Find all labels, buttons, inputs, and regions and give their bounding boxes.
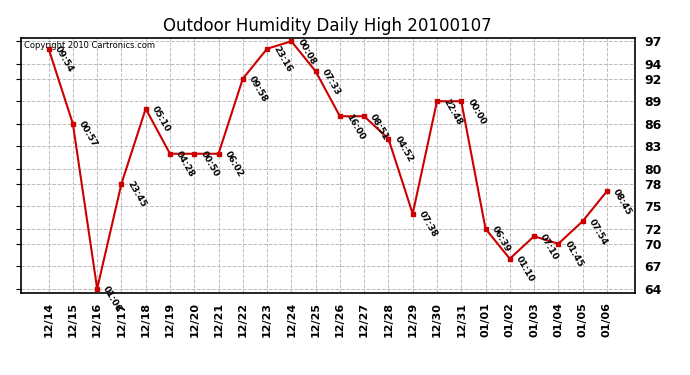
Text: 00:57: 00:57 xyxy=(77,120,99,149)
Text: 08:51: 08:51 xyxy=(368,112,391,141)
Text: 09:54: 09:54 xyxy=(52,45,75,74)
Text: 06:02: 06:02 xyxy=(223,150,245,178)
Text: 01:45: 01:45 xyxy=(562,240,584,269)
Text: 07:54: 07:54 xyxy=(586,217,609,246)
Text: 00:00: 00:00 xyxy=(466,97,487,126)
Text: 23:45: 23:45 xyxy=(126,180,148,209)
Text: 00:50: 00:50 xyxy=(199,150,220,178)
Text: Copyright 2010 Cartronics.com: Copyright 2010 Cartronics.com xyxy=(23,41,155,50)
Text: 07:10: 07:10 xyxy=(538,232,560,261)
Text: 22:48: 22:48 xyxy=(441,97,463,126)
Text: 16:00: 16:00 xyxy=(344,112,366,141)
Text: 07:38: 07:38 xyxy=(417,210,439,239)
Text: 09:58: 09:58 xyxy=(247,75,269,104)
Text: 05:10: 05:10 xyxy=(150,105,172,134)
Text: 01:06: 01:06 xyxy=(101,285,124,314)
Text: 00:08: 00:08 xyxy=(295,37,317,66)
Text: 23:16: 23:16 xyxy=(271,45,293,74)
Text: 06:39: 06:39 xyxy=(490,225,512,254)
Text: 04:28: 04:28 xyxy=(174,150,196,179)
Text: 04:52: 04:52 xyxy=(393,135,415,164)
Title: Outdoor Humidity Daily High 20100107: Outdoor Humidity Daily High 20100107 xyxy=(164,16,492,34)
Text: 07:33: 07:33 xyxy=(319,67,342,96)
Text: 01:10: 01:10 xyxy=(514,255,536,284)
Text: 08:45: 08:45 xyxy=(611,187,633,216)
